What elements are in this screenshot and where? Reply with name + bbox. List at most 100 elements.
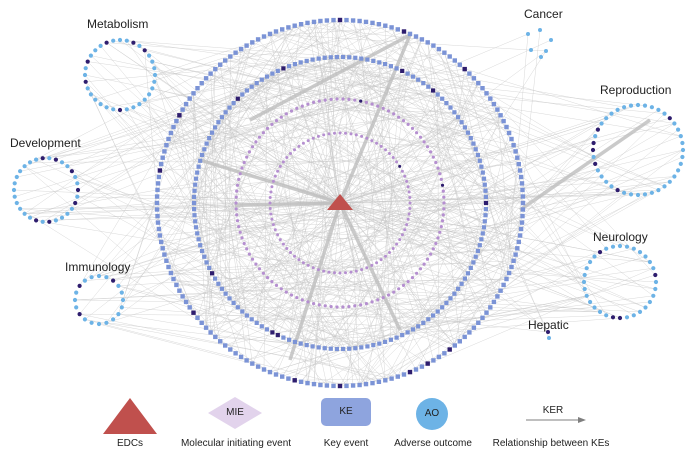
ke-node-outer bbox=[462, 66, 467, 72]
ke-node-inner bbox=[483, 207, 488, 212]
mie-node-inner bbox=[379, 258, 383, 262]
ao-node-metabolism bbox=[147, 92, 152, 97]
ao-node-reproduction bbox=[649, 105, 655, 110]
ker-edge bbox=[220, 64, 625, 194]
ao-node-metabolism bbox=[152, 66, 157, 71]
ke-node-outer bbox=[199, 81, 204, 86]
ker-edge bbox=[122, 104, 187, 301]
ke-node-outer bbox=[520, 187, 525, 193]
ke-node-inner bbox=[452, 110, 457, 115]
mie-node-inner bbox=[384, 254, 387, 258]
ker-edge bbox=[197, 33, 529, 173]
ke-node-inner bbox=[341, 346, 346, 352]
ke-node-outer bbox=[311, 381, 317, 387]
ker-edge bbox=[373, 60, 625, 108]
ker-edge bbox=[415, 36, 474, 263]
ker-edge bbox=[484, 109, 659, 222]
ao-node-reproduction bbox=[599, 174, 604, 179]
ao-node-development bbox=[73, 200, 78, 206]
mie-node-inner bbox=[349, 270, 353, 274]
ao-node-reproduction bbox=[590, 147, 596, 153]
ao-node-immunology bbox=[96, 273, 102, 279]
ker-edge bbox=[164, 151, 197, 228]
ke-node-outer bbox=[213, 66, 218, 72]
ao-node-neurology bbox=[651, 266, 656, 271]
ker-edge bbox=[256, 233, 483, 324]
ao-node-immunology bbox=[119, 290, 124, 295]
ke-node-inner bbox=[240, 92, 245, 97]
ke-node-outer bbox=[480, 315, 485, 320]
ke-node-inner bbox=[483, 213, 488, 218]
ke-node-inner bbox=[198, 243, 203, 248]
ao-node-reproduction bbox=[628, 103, 634, 108]
ao-node-reproduction bbox=[591, 140, 596, 146]
ao-node-development bbox=[14, 200, 19, 206]
mie-legend-symbol: MIE bbox=[226, 407, 244, 418]
mie-node-outer bbox=[434, 160, 438, 165]
ke-node-inner bbox=[195, 170, 200, 175]
ke-node-inner bbox=[192, 194, 197, 199]
ke-node-outer bbox=[504, 276, 509, 282]
mie-node-inner bbox=[281, 242, 285, 246]
mie-node-inner bbox=[405, 223, 409, 227]
mie-node-outer bbox=[422, 262, 426, 266]
ke-node-outer bbox=[174, 118, 179, 124]
ke-node-outer bbox=[515, 155, 520, 160]
ker-edge bbox=[433, 45, 607, 316]
ker-edge bbox=[24, 165, 356, 349]
ker-edge bbox=[339, 202, 431, 255]
ke-node-outer bbox=[407, 369, 413, 375]
ke-node-outer bbox=[511, 258, 516, 263]
ke-legend-rect bbox=[321, 398, 371, 426]
ao-node-reproduction bbox=[615, 107, 620, 112]
ke-node-inner bbox=[347, 55, 352, 60]
ke-node-inner bbox=[477, 243, 482, 248]
ke-node-inner bbox=[477, 158, 482, 163]
mie-node-inner bbox=[388, 152, 391, 155]
ke-node-outer bbox=[280, 27, 285, 32]
ke-node-outer bbox=[162, 252, 167, 257]
ker-edge bbox=[161, 176, 602, 243]
ker-edge bbox=[185, 103, 367, 385]
ker-edge bbox=[225, 60, 501, 116]
ao-node-reproduction bbox=[678, 134, 683, 139]
ke-node-inner bbox=[275, 68, 280, 73]
mie-node-inner bbox=[344, 131, 347, 135]
ker-edge bbox=[275, 295, 587, 375]
ker-edge bbox=[152, 61, 471, 139]
mie-node-inner bbox=[270, 217, 274, 221]
ao-node-development bbox=[69, 206, 74, 211]
ao-node-immunology bbox=[116, 283, 121, 288]
ke-node-outer bbox=[191, 310, 196, 315]
ke-node-outer bbox=[376, 22, 382, 27]
ker-edge bbox=[201, 98, 239, 156]
ker-edge bbox=[156, 202, 328, 386]
mie-node-outer bbox=[270, 122, 274, 126]
mie-node-inner bbox=[269, 190, 273, 194]
ke-node-outer bbox=[160, 246, 165, 251]
mie-node-outer bbox=[442, 195, 446, 199]
ker-edge bbox=[197, 202, 341, 234]
ke-node-outer bbox=[280, 374, 285, 379]
ke-node-outer bbox=[447, 347, 452, 352]
ker-edge bbox=[208, 66, 290, 268]
ao-node-metabolism bbox=[117, 37, 123, 43]
mie-node-outer bbox=[265, 126, 270, 130]
mie-node-outer bbox=[329, 305, 333, 309]
ker-edge bbox=[200, 196, 523, 246]
ao-node-metabolism bbox=[131, 40, 136, 45]
ao-node-metabolism bbox=[150, 86, 155, 91]
ke-node-outer bbox=[513, 252, 518, 257]
ke-node-outer bbox=[413, 34, 419, 39]
ao-node-hepatic bbox=[547, 336, 551, 340]
ke-node-inner bbox=[235, 96, 240, 101]
mie-node-outer bbox=[238, 230, 242, 234]
ao-node-neurology bbox=[631, 246, 636, 251]
mie-node-outer bbox=[257, 267, 262, 271]
ker-edge bbox=[106, 42, 319, 59]
ke-node-outer bbox=[305, 380, 310, 386]
ke-node-inner bbox=[431, 88, 436, 93]
ke-node-inner bbox=[227, 296, 232, 301]
ao-legend-circle bbox=[416, 398, 448, 430]
ker-edge bbox=[90, 94, 480, 246]
